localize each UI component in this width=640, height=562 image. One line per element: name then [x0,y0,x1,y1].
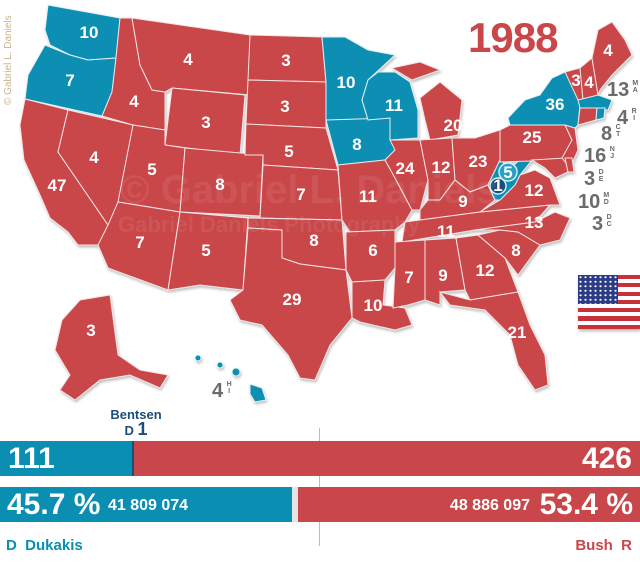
dem-electoral-segment [0,441,132,476]
label-ga: 12 [476,261,495,280]
wv-split-badges: 5 1 [489,162,518,195]
label-nm: 5 [201,241,210,260]
label-ca: 47 [48,176,67,195]
side-label-ma: 13 M A [607,79,639,101]
label-mn: 10 [337,73,356,92]
label-pa: 25 [523,128,542,147]
label-fl: 21 [508,323,527,342]
state-wi[interactable] [361,71,419,141]
dem-candidate-label: D Dukakis [6,537,83,554]
label-az: 7 [135,233,144,252]
label-nh: 4 [584,73,594,92]
label-ms: 7 [404,268,413,287]
label-ak: 3 [86,321,95,340]
other-popular-segment [292,487,298,522]
wv-dem-ev: 5 [503,163,512,182]
state-ma[interactable] [577,94,613,111]
label-tn: 11 [437,222,455,241]
state-de[interactable] [564,157,575,173]
label-oh: 23 [469,152,488,171]
us-electoral-map: 10 7 47 4 4 4 3 5 7 8 5 3 3 5 7 8 29 10 … [19,4,633,403]
label-wi: 11 [385,96,403,115]
label-ar: 6 [368,241,377,260]
state-nc[interactable] [474,211,571,246]
label-ny: 36 [546,95,565,114]
label-ia: 8 [352,135,361,154]
label-co: 8 [215,175,224,194]
electoral-vote-bar: 111 426 [0,441,640,476]
state-ri[interactable] [595,107,606,121]
label-id: 4 [129,92,139,111]
label-tx: 29 [283,290,302,309]
label-in: 12 [432,158,451,177]
side-label-nj: 16 N J [584,145,615,167]
label-wy: 3 [201,113,210,132]
rep-popular-pct: 53.4 % [539,488,633,521]
side-label-md: 10 M D [578,191,610,213]
state-tx[interactable] [229,227,353,381]
label-ut: 5 [147,160,156,179]
label-va: 12 [525,181,544,200]
state-md[interactable] [530,157,569,179]
state-labels: 10 7 47 4 4 4 3 5 7 8 5 3 3 5 7 8 29 10 … [48,23,614,342]
state-me[interactable] [591,21,633,97]
faithless-name: Bentsen [110,407,162,422]
label-me: 4 [603,41,613,60]
label-vt: 3 [571,71,580,90]
label-wa: 10 [80,23,99,42]
state-fl[interactable] [438,291,549,391]
label-nv: 4 [89,148,99,167]
faithless-electoral-segment [132,441,134,476]
dem-electoral-votes: 111 [8,442,55,475]
rep-candidate-label: Bush R [575,537,632,554]
label-sc: 8 [511,241,520,260]
label-or: 7 [65,71,74,90]
state-mi-up[interactable] [390,61,442,81]
faithless-ev: 1 [137,419,148,439]
rep-electoral-votes: 426 [581,442,632,475]
faithless-party: D [124,423,134,438]
state-mi[interactable] [419,81,463,141]
label-mi: 20 [444,116,463,135]
dem-popular-segment [0,487,292,522]
label-al: 9 [438,266,447,285]
us-flag-icon [578,275,640,329]
label-il: 24 [396,159,415,178]
label-sd: 3 [280,97,289,116]
faithless-elector-label: Bentsen D 1 [96,407,176,438]
state-ct[interactable] [577,107,598,126]
label-nc: 13 [525,213,544,232]
label-ky: 9 [458,192,467,211]
label-mt: 4 [183,50,193,69]
state-hi[interactable] [194,354,267,403]
wv-faithless-ev: 1 [493,176,502,195]
copyright-text: © Gabriel L. Daniels [3,15,14,105]
state-nm[interactable] [167,211,249,291]
state-la[interactable] [351,279,413,331]
rep-popular-votes: 48 886 097 [449,497,530,514]
label-ks: 7 [296,185,305,204]
dem-popular-votes: 41 809 074 [108,497,189,514]
label-la: 10 [364,296,383,315]
year-title: 1988 [468,14,558,61]
label-mo: 11 [359,187,377,206]
popular-vote-bar: 45.7 % 41 809 074 48 886 097 53.4 % [0,487,640,522]
label-nd: 3 [281,51,290,70]
label-ok: 8 [309,231,318,250]
state-ak[interactable] [54,294,169,401]
dem-popular-pct: 45.7 % [7,488,101,521]
label-ne: 5 [284,142,293,161]
